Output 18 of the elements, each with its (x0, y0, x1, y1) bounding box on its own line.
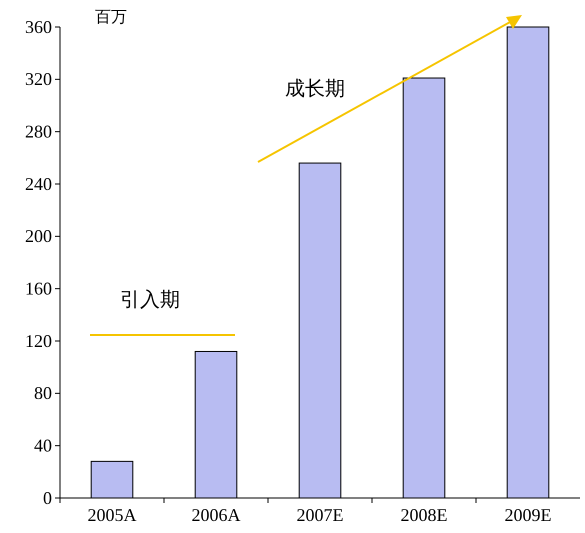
annotation: 成长期 (285, 78, 345, 100)
y-tick-label: 280 (25, 121, 52, 142)
y-tick-label: 40 (34, 435, 52, 456)
annotation: 引入期 (120, 289, 180, 311)
x-tick-label: 2005A (88, 504, 136, 525)
y-tick-label: 320 (25, 69, 52, 90)
y-tick-label: 200 (25, 226, 52, 246)
y-tick-label: 120 (25, 330, 52, 351)
y-tick-label: 360 (25, 16, 52, 37)
x-tick-label: 2008E (400, 504, 448, 525)
y-tick-label: 240 (25, 174, 52, 194)
y-axis-title: 百万 (95, 9, 127, 26)
x-tick-label: 2006A (192, 504, 240, 525)
y-tick-label: 80 (34, 383, 52, 404)
y-tick-label: 0 (43, 488, 52, 508)
x-tick-label: 2009E (504, 504, 552, 525)
x-tick-label: 2007E (296, 504, 344, 525)
y-tick-label: 160 (25, 278, 52, 298)
